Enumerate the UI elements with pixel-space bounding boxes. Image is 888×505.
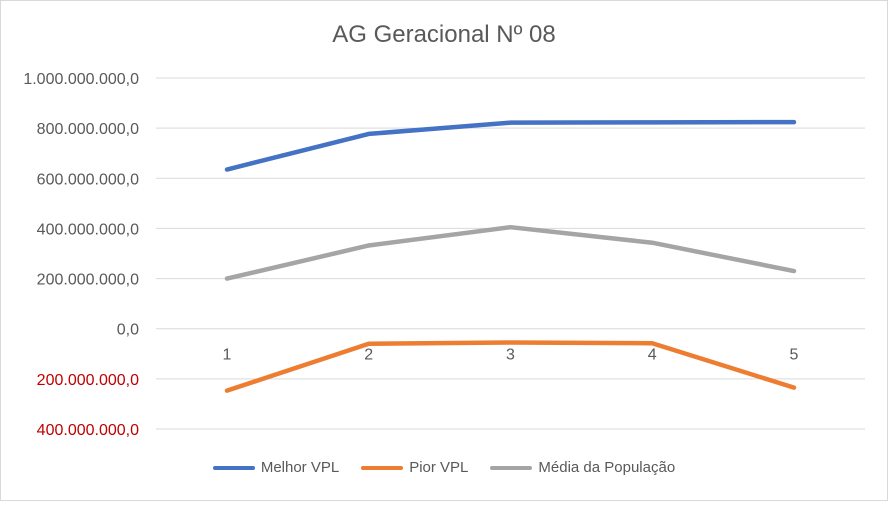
- legend-item: Média da População: [490, 459, 675, 476]
- series-line-3: [224, 224, 797, 281]
- legend-label: Média da População: [538, 459, 676, 476]
- y-tick-label: 400.000.000,0: [37, 422, 139, 439]
- x-tick-label: 4: [648, 347, 657, 364]
- legend-label: Pior VPL: [409, 459, 469, 476]
- series-line-2: [224, 340, 797, 393]
- y-tick-label: 200.000.000,0: [37, 372, 139, 389]
- chart-title: AG Geracional Nº 08: [332, 21, 556, 48]
- x-tick-label: 5: [790, 347, 799, 364]
- x-tick-label: 2: [364, 347, 373, 364]
- series-lines: [224, 119, 797, 393]
- legend-swatch: [490, 465, 533, 470]
- y-tick-label: 600.000.000,0: [37, 171, 139, 188]
- y-tick-label: 1.000.000.000,0: [23, 71, 139, 88]
- x-tick-label: 1: [223, 347, 232, 364]
- y-tick-label: 0,0: [117, 322, 139, 339]
- legend-swatch: [361, 465, 404, 470]
- y-axis-tick-labels: 1.000.000.000,0 800.000.000,0 600.000.000,…: [23, 71, 139, 439]
- legend: Melhor VPL Pior VPL Média da População: [1, 459, 887, 476]
- series-line-1: [224, 119, 797, 172]
- legend-item: Melhor VPL: [212, 459, 340, 476]
- y-tick-label: 800.000.000,0: [37, 121, 139, 138]
- legend-label: Melhor VPL: [260, 459, 340, 476]
- legend-item: Pior VPL: [361, 459, 468, 476]
- x-axis-tick-labels: 1 2 3 4 5: [223, 347, 799, 364]
- gridlines: [156, 77, 865, 430]
- y-tick-label: 200.000.000,0: [37, 272, 139, 289]
- legend-swatch: [212, 465, 255, 470]
- x-tick-label: 3: [506, 347, 515, 364]
- y-tick-label: 400.000.000,0: [37, 221, 139, 238]
